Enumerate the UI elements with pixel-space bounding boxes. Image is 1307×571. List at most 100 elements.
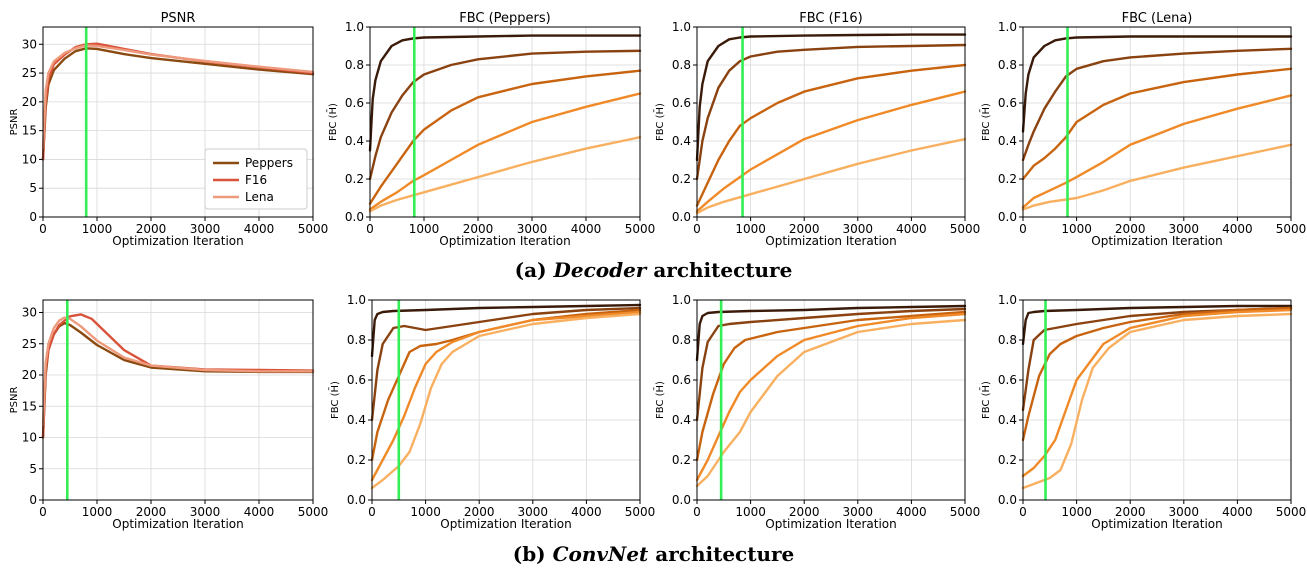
- series-line-5: [1021, 143, 1293, 211]
- y-tick-label: 1.0: [998, 20, 1017, 34]
- x-tick-label: 3000: [1169, 222, 1200, 236]
- series-line-1: [368, 34, 642, 152]
- chart-panel-8: 0 1000 2000 3000 4000 5000 0.0 0.2 0.4 0.6 0.8 1.0 O…: [979, 293, 1306, 531]
- y-tick-label: 0.8: [998, 58, 1017, 72]
- x-tick-label: 3000: [190, 505, 221, 519]
- series-line-5: [370, 312, 642, 490]
- y-tick-label: 0.4: [672, 134, 691, 148]
- y-tick-label: 0.0: [998, 210, 1017, 224]
- y-axis-label: FBC (H̄): [328, 381, 341, 419]
- y-tick-label: 0.2: [345, 172, 364, 186]
- x-tick-label: 2000: [136, 222, 167, 236]
- x-tick-label: 0: [39, 222, 47, 236]
- plot-frame: [371, 299, 641, 501]
- y-tick-label: 0.8: [672, 333, 691, 347]
- legend-label-peppers: Peppers: [245, 156, 293, 170]
- y-axis-label: FBC (H̄): [979, 381, 992, 419]
- y-tick-label: 0: [29, 493, 37, 507]
- x-tick-label: 1000: [1061, 222, 1092, 236]
- y-axis-label: FBC (H̄): [653, 103, 666, 141]
- legend-label-f16: F16: [245, 173, 267, 187]
- plot-frame: [1022, 299, 1292, 501]
- series-line-4: [1021, 308, 1293, 478]
- y-tick-label: 0.6: [672, 96, 691, 110]
- y-tick-label: 20: [22, 368, 37, 382]
- y-axis-label: PSNR: [9, 387, 20, 414]
- x-tick-label: 0: [693, 505, 701, 519]
- y-tick-label: 10: [22, 152, 37, 166]
- x-tick-label: 4000: [1222, 505, 1253, 519]
- x-tick-label: 4000: [571, 222, 602, 236]
- x-tick-label: 5000: [950, 505, 981, 519]
- x-tick-label: 0: [693, 222, 701, 236]
- y-tick-label: 1.0: [672, 20, 691, 34]
- plot-frame: [1022, 26, 1292, 218]
- x-tick-label: 0: [1019, 505, 1027, 519]
- y-tick-label: 0.8: [672, 58, 691, 72]
- x-tick-label: 4000: [571, 505, 602, 519]
- y-axis-label: FBC (H̄): [326, 103, 339, 141]
- legend: Peppers F16 Lena: [204, 148, 308, 210]
- series-line-2: [1021, 306, 1293, 412]
- x-tick-label: 3000: [190, 222, 221, 236]
- y-tick-label: 15: [22, 124, 37, 138]
- y-tick-label: 1.0: [998, 293, 1017, 307]
- series-line-1: [695, 304, 967, 362]
- x-tick-label: 5000: [1276, 222, 1307, 236]
- series-line-f16: [41, 313, 315, 439]
- series-line-5: [1021, 312, 1293, 490]
- plot-frame: [42, 26, 314, 218]
- x-tick-label: 4000: [1222, 222, 1253, 236]
- x-tick-label: 5000: [950, 222, 981, 236]
- y-tick-label: 0.2: [672, 453, 691, 467]
- series-line-5: [368, 135, 642, 213]
- series-line-3: [370, 308, 642, 462]
- caption-b-suffix: architecture: [655, 542, 795, 566]
- y-axis-label: FBC (H̄): [653, 381, 666, 419]
- y-tick-label: 0.0: [345, 210, 364, 224]
- y-axis-label: FBC (H̄): [979, 103, 992, 141]
- series-line-3: [695, 310, 967, 462]
- caption-b-arch: ConvNet: [552, 542, 649, 566]
- series-line-1: [1021, 304, 1293, 346]
- x-tick-label: 1000: [409, 222, 440, 236]
- y-tick-label: 0.8: [347, 333, 366, 347]
- y-tick-label: 0.6: [998, 96, 1017, 110]
- y-tick-label: 20: [22, 95, 37, 109]
- y-tick-label: 5: [29, 181, 37, 195]
- y-tick-label: 0.6: [998, 373, 1017, 387]
- series-line-lena: [41, 316, 315, 427]
- chart-panel-6: 0 1000 2000 3000 4000 5000 0.0 0.2 0.4 0.6 0.8 1.0 O…: [328, 293, 655, 531]
- y-tick-label: 30: [22, 306, 37, 320]
- chart-panel-1: 0 1000 2000 3000 4000 5000 0 5 10 15 20 25 30 PSNR Opt…: [9, 11, 328, 248]
- chart-title: FBC (F16): [799, 11, 863, 26]
- series-line-4: [695, 312, 967, 482]
- y-tick-label: 1.0: [672, 293, 691, 307]
- x-axis-label: Optimization Iteration: [765, 234, 896, 248]
- y-tick-label: 0.0: [672, 210, 691, 224]
- caption-b-label: (b): [512, 542, 546, 566]
- series-line-2: [368, 49, 642, 181]
- chart-title: PSNR: [161, 11, 196, 26]
- x-axis-label: Optimization Iteration: [112, 234, 243, 248]
- x-axis-label: Optimization Iteration: [112, 517, 243, 531]
- chart-panel-7: 0 1000 2000 3000 4000 5000 0.0 0.2 0.4 0.6 0.8 1.0 O…: [653, 293, 980, 531]
- y-tick-label: 0.4: [345, 134, 364, 148]
- x-tick-label: 3000: [518, 505, 549, 519]
- y-tick-label: 0.2: [998, 453, 1017, 467]
- series-line-1: [370, 303, 642, 358]
- y-tick-label: 15: [22, 399, 37, 413]
- x-tick-label: 2000: [789, 505, 820, 519]
- series-line-3: [695, 63, 967, 207]
- y-tick-label: 30: [22, 37, 37, 51]
- x-axis-label: Optimization Iteration: [1091, 234, 1222, 248]
- series-line-4: [368, 92, 642, 211]
- caption-a-label: (a): [514, 258, 547, 282]
- series-line-4: [370, 310, 642, 482]
- y-tick-label: 25: [22, 337, 37, 351]
- x-tick-label: 0: [366, 222, 374, 236]
- caption-a-suffix: architecture: [653, 258, 793, 282]
- x-tick-label: 5000: [298, 505, 329, 519]
- y-tick-label: 0.4: [998, 413, 1017, 427]
- series-line-3: [1021, 306, 1293, 442]
